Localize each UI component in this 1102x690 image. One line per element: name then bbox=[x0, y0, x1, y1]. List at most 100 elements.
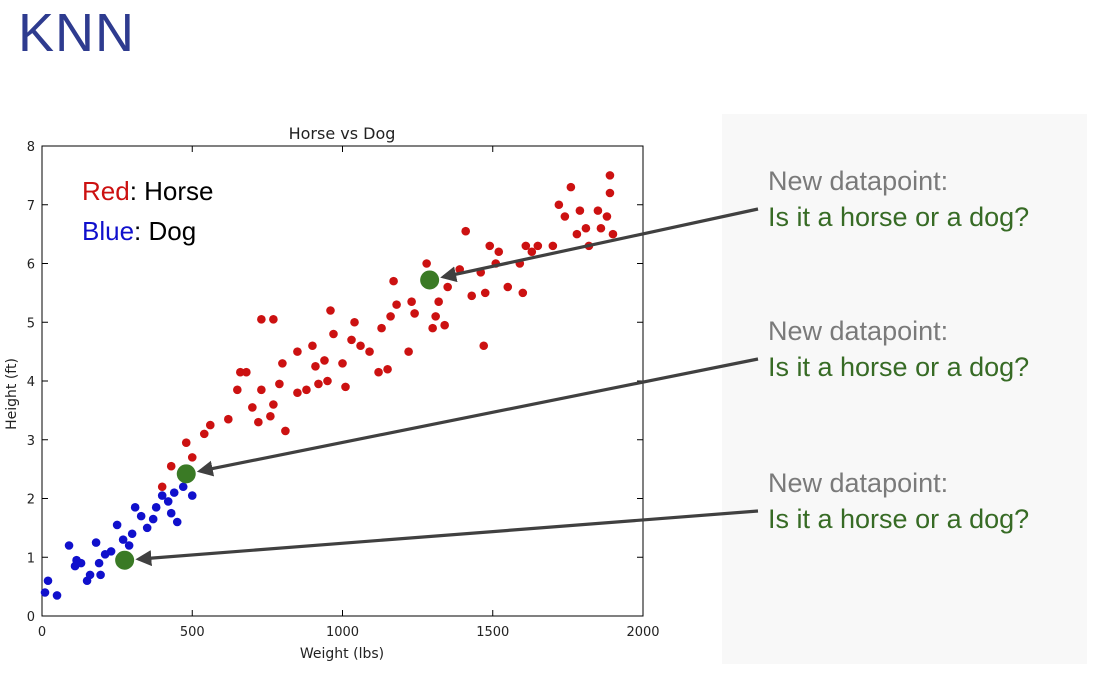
dog-point bbox=[106, 547, 116, 556]
horse-point bbox=[605, 188, 615, 198]
y-tick-label: 0 bbox=[27, 610, 35, 625]
horse-point bbox=[404, 347, 413, 356]
arrow-1 bbox=[440, 207, 759, 283]
horse-point bbox=[269, 400, 278, 409]
callout-2-label: New datapoint: bbox=[768, 316, 949, 346]
x-tick-label: 0 bbox=[38, 625, 46, 640]
horse-point bbox=[479, 341, 489, 351]
dog-point bbox=[94, 558, 104, 568]
dog-point bbox=[157, 491, 167, 500]
horse-point bbox=[596, 223, 606, 233]
horse-point bbox=[329, 329, 338, 339]
dog-point bbox=[91, 538, 101, 547]
new-datapoint-2 bbox=[176, 464, 196, 484]
horse-point bbox=[347, 335, 356, 345]
horse-point bbox=[338, 359, 347, 368]
horse-point bbox=[181, 438, 191, 447]
dog-point bbox=[52, 591, 62, 600]
x-axis-title: Weight (lbs) bbox=[300, 646, 384, 662]
dog-point bbox=[142, 523, 152, 533]
horse-point bbox=[266, 411, 275, 421]
horse-point bbox=[224, 414, 233, 424]
horse-point bbox=[461, 226, 471, 236]
horse-point bbox=[434, 297, 443, 306]
horse-point bbox=[293, 388, 302, 398]
horse-point bbox=[293, 347, 302, 356]
horse-point bbox=[248, 403, 257, 412]
horse-point bbox=[323, 376, 332, 386]
horse-point bbox=[518, 288, 528, 298]
horse-point bbox=[389, 276, 398, 286]
scatter-chart: Horse vs Dog Weight (lbs) Height (ft) 0 5… bbox=[4, 124, 759, 662]
dog-point bbox=[118, 535, 128, 544]
horse-point bbox=[575, 206, 585, 215]
horse-point bbox=[554, 200, 564, 210]
callout-panel bbox=[722, 114, 1087, 664]
horse-point bbox=[374, 367, 383, 377]
horse-point bbox=[548, 241, 558, 251]
horse-point bbox=[383, 364, 392, 374]
horse-point bbox=[480, 288, 490, 298]
horse-point bbox=[269, 315, 278, 324]
chart-title: Horse vs Dog bbox=[289, 124, 396, 143]
legend-dog: Blue: Dog bbox=[82, 216, 196, 246]
x-tick-label: 500 bbox=[180, 625, 205, 640]
horse-point bbox=[365, 347, 374, 356]
horse-point bbox=[275, 379, 284, 389]
dog-point bbox=[187, 491, 197, 500]
dog-point bbox=[172, 517, 182, 527]
dog-point bbox=[151, 503, 161, 512]
legend-horse: Red: Horse bbox=[82, 176, 214, 206]
horse-point bbox=[314, 379, 323, 389]
dog-point bbox=[148, 514, 158, 524]
dog-point bbox=[130, 503, 140, 512]
y-tick-label: 7 bbox=[27, 199, 35, 214]
horse-point bbox=[311, 362, 320, 371]
y-tick-label: 5 bbox=[27, 316, 35, 331]
horse-point bbox=[157, 482, 167, 492]
horse-point bbox=[257, 315, 266, 324]
horse-point bbox=[503, 282, 513, 292]
horse-point bbox=[326, 306, 335, 315]
horse-point bbox=[233, 385, 242, 395]
dog-point bbox=[166, 508, 176, 518]
horse-point bbox=[254, 417, 263, 427]
arrow-3 bbox=[135, 509, 759, 567]
horse-point bbox=[166, 461, 176, 471]
horse-point bbox=[410, 309, 419, 318]
horse-point bbox=[527, 247, 537, 257]
callout-1: New datapoint: Is it a horse or a dog? bbox=[768, 163, 1098, 235]
horse-point bbox=[605, 171, 615, 180]
dog-point bbox=[85, 570, 95, 580]
horse-point bbox=[566, 182, 576, 192]
horse-point bbox=[494, 247, 504, 257]
horse-point bbox=[320, 356, 329, 365]
horse-point bbox=[533, 241, 543, 251]
dog-point bbox=[112, 520, 122, 530]
horse-point bbox=[199, 429, 209, 439]
horse-point bbox=[187, 453, 197, 462]
y-tick-label: 1 bbox=[27, 551, 35, 566]
x-tick-label: 1000 bbox=[326, 625, 359, 640]
horse-point bbox=[440, 320, 449, 330]
dog-point bbox=[163, 497, 173, 506]
dog-point bbox=[169, 488, 179, 497]
x-tick-label: 1500 bbox=[476, 625, 509, 640]
horse-point bbox=[572, 229, 582, 239]
dog-point bbox=[127, 529, 137, 539]
dog-point bbox=[178, 482, 188, 492]
callout-2-question: Is it a horse or a dog? bbox=[768, 352, 1030, 382]
horse-point bbox=[467, 291, 477, 301]
horse-point bbox=[377, 323, 386, 333]
y-tick-label: 4 bbox=[27, 375, 35, 390]
horse-point bbox=[386, 312, 395, 321]
dog-point bbox=[64, 541, 74, 550]
callout-3: New datapoint: Is it a horse or a dog? bbox=[768, 465, 1098, 537]
callout-3-label: New datapoint: bbox=[768, 468, 949, 498]
horse-point bbox=[422, 259, 431, 268]
horse-point bbox=[281, 426, 290, 436]
horse-point bbox=[485, 241, 495, 251]
new-datapoint-3 bbox=[115, 550, 135, 570]
horse-point bbox=[205, 420, 215, 430]
dog-point bbox=[76, 558, 86, 568]
